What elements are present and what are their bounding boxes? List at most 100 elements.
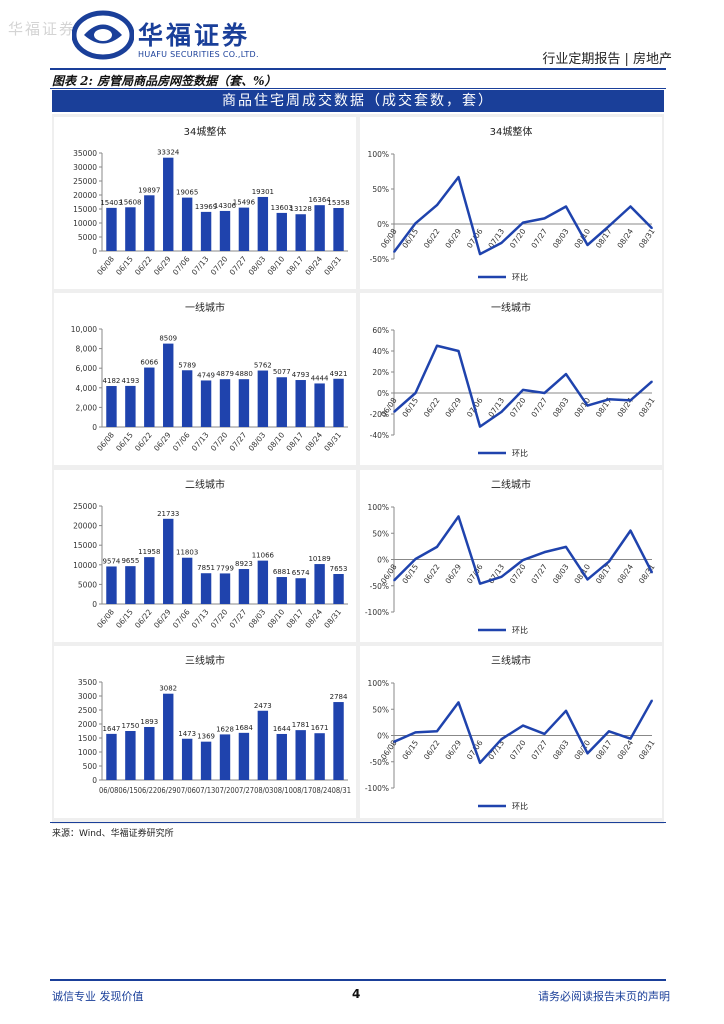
x-tick-label: 08/24 (615, 738, 635, 761)
y-tick-label: 5000 (78, 233, 97, 242)
y-tick-label: -40% (370, 431, 389, 440)
data-label: 15496 (233, 199, 256, 207)
y-tick-label: 25000 (73, 502, 97, 511)
bar-06/08 (106, 733, 117, 780)
data-label: 1628 (216, 725, 234, 733)
figure-title: 图表 2: 房管局商品房网签数据（套、%） (52, 74, 277, 88)
x-tick-label: 06/22 (133, 607, 154, 630)
point-07/20 (522, 559, 524, 561)
bar-06/15 (125, 566, 136, 604)
y-tick-label: 0% (377, 556, 389, 565)
data-label: 6066 (140, 359, 158, 367)
x-tick-label: 08/03 (551, 396, 571, 419)
point-08/24 (629, 205, 632, 208)
x-tick-label: 07/27 (529, 227, 549, 250)
logo-mark-icon (72, 10, 134, 60)
x-tick-label: 07/20 (508, 227, 528, 250)
x-tick-label: 07/13 (190, 607, 211, 630)
chart-svg: 34城整体-50%0%50%100%06/08 06/15 06/22 06/29 07… (368, 125, 657, 282)
point-08/10 (586, 578, 589, 581)
bar-08/10 (276, 577, 287, 604)
y-tick-label: 3500 (78, 678, 97, 687)
legend-label: 环比 (512, 801, 528, 811)
x-tick-label: 06/08 (95, 607, 116, 630)
chart-title: 三线城市 (185, 654, 225, 667)
chart-svg: 二线城市 0 5000 10000 15000 20000 25000 9574 9655119… (73, 478, 348, 630)
data-label: 5789 (178, 361, 196, 369)
point-08/03 (565, 373, 567, 375)
x-tick-label: 08/24 (303, 430, 324, 453)
data-label: 13128 (290, 205, 312, 213)
chart-svg: 34城整体 0 5000 10000 15000 20000 25000 30000 35000… (73, 125, 350, 277)
x-tick-label: 08/31 (637, 227, 657, 250)
point-06/22 (436, 204, 438, 206)
data-label: 1644 (273, 725, 291, 733)
data-label: 10189 (308, 555, 330, 563)
bar-07/20 (219, 734, 231, 780)
data-label: 1671 (311, 724, 329, 732)
bar-08/10 (276, 733, 287, 780)
x-tick-label: 07/27 (228, 607, 249, 630)
point-06/08 (393, 741, 395, 743)
point-06/22 (436, 730, 438, 733)
point-08/31 (651, 699, 653, 702)
point-08/03 (565, 205, 567, 208)
x-tick-label: 06/29 (443, 738, 463, 761)
point-07/27 (543, 392, 546, 394)
point-08/10 (586, 752, 589, 755)
y-tick-label: 15000 (73, 205, 97, 214)
y-tick-label: 1500 (78, 734, 97, 743)
x-tick-label: 08/31 (322, 430, 343, 453)
y-tick-label: 0% (377, 732, 389, 741)
y-tick-label: 2000 (78, 720, 97, 729)
bar-06/15 (125, 385, 136, 427)
y-tick-label: -50% (370, 255, 389, 264)
data-label: 1647 (103, 725, 121, 733)
data-label: 4879 (216, 370, 234, 378)
data-label: 11803 (176, 549, 198, 557)
chart-title: 一线城市 (185, 301, 225, 314)
brand-logo: 华福证券 HUAFU SECURITIES CO.,LTD. (72, 10, 302, 66)
x-tick-label: 07/20 (209, 430, 230, 453)
y-tick-label: 0% (377, 220, 389, 229)
y-tick-label: 10000 (73, 219, 97, 228)
data-label: 4793 (292, 371, 310, 379)
bar-06/08 (106, 386, 117, 427)
x-tick-label: 08/03 (247, 607, 268, 630)
y-tick-label: -50% (370, 758, 389, 767)
x-tick-label: 08/10 (266, 430, 287, 453)
data-label: 2473 (254, 702, 272, 710)
legend-label: 环比 (512, 272, 528, 282)
y-tick-label: 15000 (73, 541, 97, 550)
point-07/13 (500, 242, 503, 244)
data-label: 1684 (235, 724, 253, 732)
bar-06/15 (125, 731, 136, 780)
y-tick-label: 1000 (78, 748, 97, 757)
x-tick-label: 06/22 (133, 254, 154, 277)
data-label: 33324 (157, 149, 180, 157)
point-07/06 (479, 253, 481, 255)
y-tick-label: 10,000 (71, 325, 97, 334)
x-tick-label: 06/15 (400, 738, 420, 761)
y-tick-label: -100% (365, 608, 389, 617)
y-tick-label: 3000 (78, 692, 97, 701)
y-tick-label: -20% (370, 410, 389, 419)
x-tick-label: 08/17 (284, 607, 305, 630)
y-tick-label: 100% (368, 679, 389, 688)
bar-08/24 (314, 383, 325, 427)
data-label: 9574 (103, 557, 121, 565)
data-label: 8509 (159, 335, 177, 343)
watermark-text: 华福证券 (8, 20, 77, 38)
x-tick-label: 07/27 (529, 396, 549, 419)
data-label: 4193 (121, 377, 139, 385)
x-tick-label: 06/22 (422, 738, 442, 761)
point-06/29 (457, 701, 460, 704)
bar-06/29 (163, 518, 174, 604)
point-06/15 (414, 731, 417, 734)
point-08/03 (565, 710, 567, 712)
x-tick-label: 06/15 (114, 607, 135, 630)
bar-08/31 (333, 702, 344, 780)
point-08/24 (629, 399, 632, 402)
point-07/06 (479, 762, 481, 764)
data-label: 2784 (330, 693, 348, 701)
